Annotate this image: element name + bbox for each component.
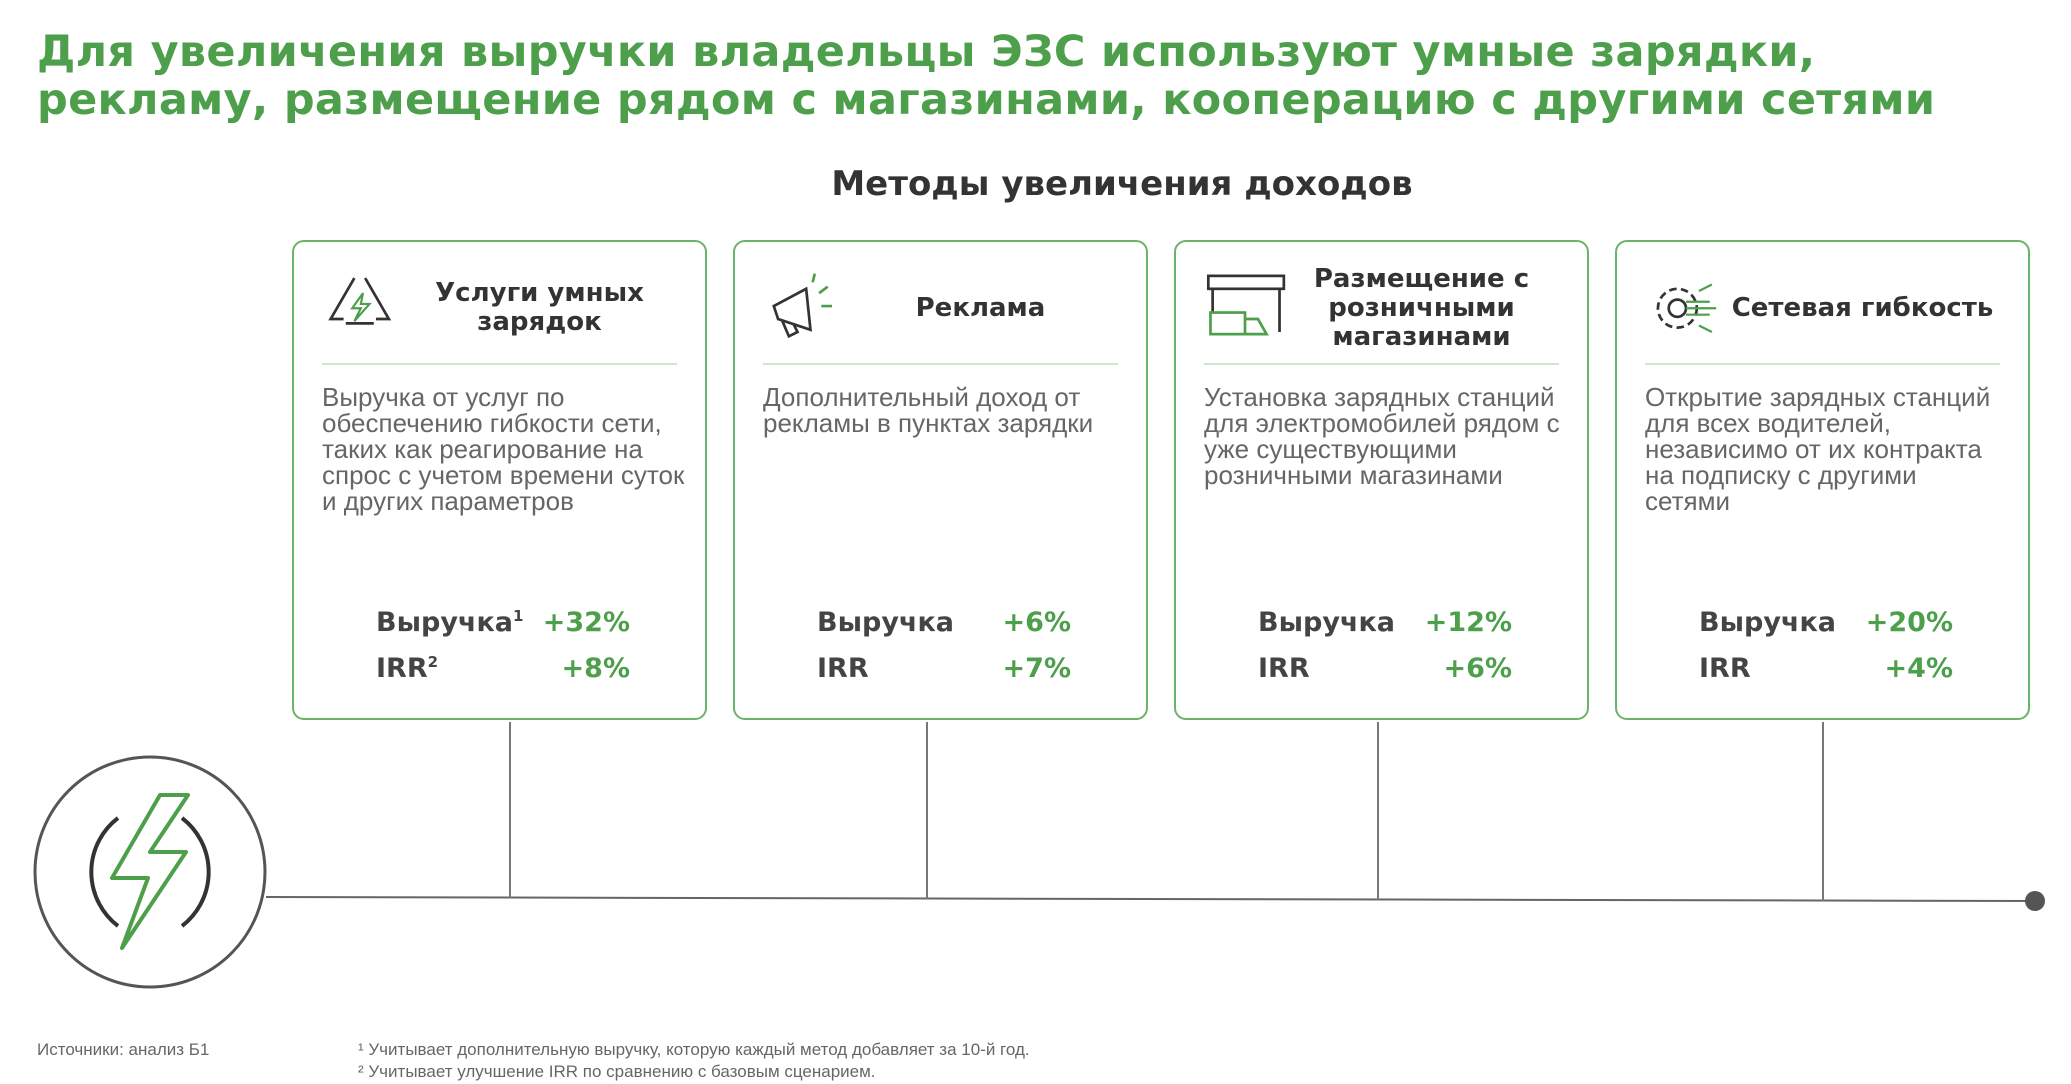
metric-label: Выручка xyxy=(817,607,955,638)
metric-row: Выручка +12% xyxy=(1258,607,1512,638)
card-description: Установка зарядных станций для электромо… xyxy=(1204,382,1560,490)
connectors xyxy=(509,722,1824,901)
footnote-mark: 1 xyxy=(513,607,524,625)
card-title: Услуги умных зарядок xyxy=(435,278,644,337)
card: Сетевая гибкость Открытие зарядных станци… xyxy=(1615,240,2030,720)
title-line: Для увеличения выручки владельцы ЭЗС исп… xyxy=(37,27,1816,77)
card-icon xyxy=(772,273,833,339)
metric-value: +12% xyxy=(1424,607,1512,638)
source: Источники: анализ Б1 xyxy=(37,1040,210,1059)
card: Услуги умных зарядок Выручка от услуг по … xyxy=(292,240,707,720)
metric-label: IRR xyxy=(376,653,428,684)
card-icon xyxy=(328,277,392,325)
metric-value: +8% xyxy=(561,653,630,684)
footnote-mark: 2 xyxy=(427,653,439,671)
card-title: Реклама xyxy=(915,292,1046,323)
timeline-end xyxy=(2025,891,2045,911)
metric-value: +32% xyxy=(542,607,630,638)
metric-label: Выручка xyxy=(1699,607,1837,638)
card-icon xyxy=(1206,274,1286,336)
card-icon xyxy=(1656,283,1717,333)
metric-value: +4% xyxy=(1884,653,1953,684)
divider xyxy=(763,363,1118,365)
card-title: Размещение с розничными магазинами xyxy=(1313,263,1530,352)
metric-row: Выручка1 +32% xyxy=(376,607,630,638)
card-description: Дополнительный доход от рекламы в пункта… xyxy=(763,382,1094,438)
metric-label: IRR xyxy=(1258,653,1310,684)
lightning-logo xyxy=(33,755,267,989)
card: Реклама Дополнительный доход от рекламы в… xyxy=(733,240,1148,720)
card-title: Сетевая гибкость xyxy=(1731,292,1994,323)
metric-row: Выручка +6% xyxy=(817,607,1071,638)
timeline-line xyxy=(265,896,2036,902)
title: Для увеличения выручки владельцы ЭЗС исп… xyxy=(37,28,1935,124)
metric-row: IRR +7% xyxy=(817,653,1071,684)
card: Размещение с розничными магазинами Устано… xyxy=(1174,240,1589,720)
metric-row: IRR +6% xyxy=(1258,653,1512,684)
footnote: ¹ Учитывает дополнительную выручку, кото… xyxy=(358,1040,1030,1059)
metric-value: +6% xyxy=(1443,653,1512,684)
divider xyxy=(1645,363,2000,365)
divider xyxy=(322,363,677,365)
metric-label: IRR xyxy=(1699,653,1751,684)
card-description: Открытие зарядных станций для всех водит… xyxy=(1645,382,1991,516)
metric-label: Выручка xyxy=(376,607,514,638)
card-description: Выручка от услуг по обеспечению гибкости… xyxy=(322,382,685,516)
metric-label: IRR xyxy=(817,653,869,684)
metric-row: IRR +4% xyxy=(1699,653,1953,684)
metric-value: +6% xyxy=(1002,607,1071,638)
metric-value: +20% xyxy=(1865,607,1953,638)
footnote: ² Учитывает улучшение IRR по сравнению с… xyxy=(358,1062,876,1081)
metric-row: Выручка +20% xyxy=(1699,607,1953,638)
metric-value: +7% xyxy=(1002,653,1071,684)
metric-row: IRR2 +8% xyxy=(376,653,630,684)
divider xyxy=(1204,363,1559,365)
subtitle: Методы увеличения доходов xyxy=(831,164,1413,204)
metric-label: Выручка xyxy=(1258,607,1396,638)
title-line: рекламу, размещение рядом с магазинами, … xyxy=(37,75,1936,125)
